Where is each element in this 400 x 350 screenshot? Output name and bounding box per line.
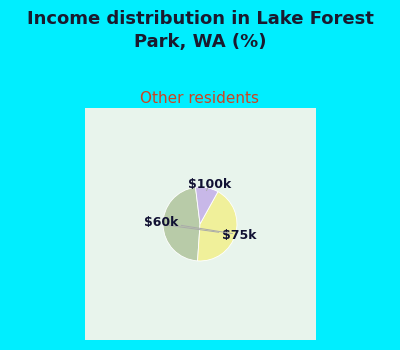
Text: Income distribution in Lake Forest
Park, WA (%): Income distribution in Lake Forest Park,…	[26, 10, 374, 51]
FancyBboxPatch shape	[78, 102, 322, 346]
Wedge shape	[198, 192, 237, 261]
Text: $75k: $75k	[166, 225, 256, 242]
Text: $100k: $100k	[188, 178, 231, 191]
Text: Other residents: Other residents	[140, 91, 260, 106]
Wedge shape	[163, 187, 200, 261]
Wedge shape	[196, 187, 218, 224]
Text: $60k: $60k	[144, 216, 233, 233]
